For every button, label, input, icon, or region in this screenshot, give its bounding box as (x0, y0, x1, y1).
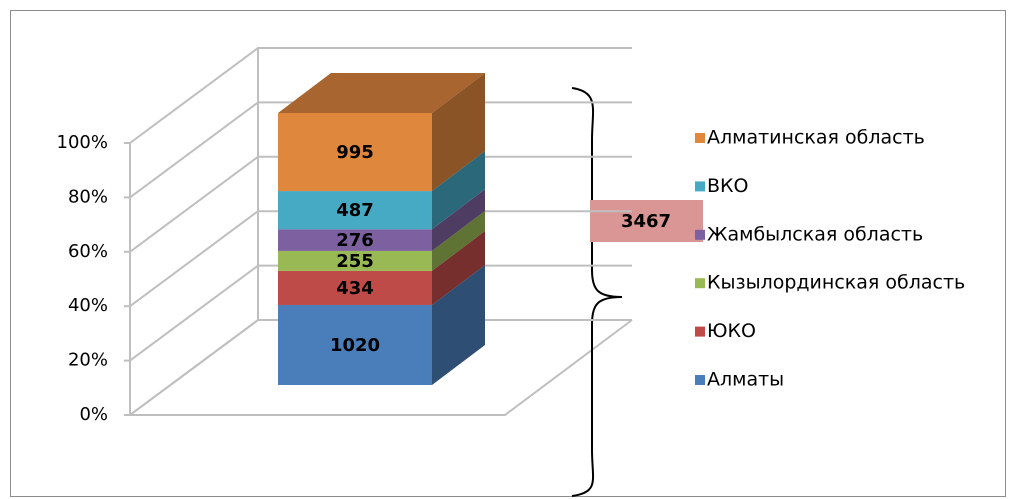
bar-segment-side (432, 189, 485, 251)
bar-segment-side (432, 264, 485, 385)
bar-segment-side (432, 210, 485, 271)
legend-label: ЮКО (707, 320, 756, 342)
bar-segment-side (432, 230, 485, 305)
bar-segment-side (432, 151, 485, 230)
bar-top (278, 73, 485, 113)
grid-line (129, 264, 632, 362)
legend-marker (695, 181, 705, 192)
y-tick-label: 80% (68, 186, 108, 207)
bar-segment (278, 229, 432, 251)
y-tick-label: 0% (79, 404, 108, 425)
grid-line (129, 101, 632, 199)
legend-marker (695, 375, 705, 385)
bar-segment (278, 270, 432, 305)
legend-label: Алматинская область (707, 127, 925, 149)
legend-label: Алматы (707, 369, 784, 391)
data-label: 487 (336, 200, 374, 221)
data-label: 434 (336, 278, 374, 299)
annotation: 3467 (621, 211, 671, 232)
legend-marker (695, 229, 705, 240)
grid-line (129, 155, 632, 253)
y-tick-label: 100% (57, 132, 108, 153)
grid-line (129, 319, 632, 416)
bar-segment (278, 113, 432, 192)
data-label: 255 (336, 251, 374, 272)
y-tick-label: 40% (68, 295, 108, 316)
legend-label: Кызылординская область (707, 272, 965, 294)
grid-line (129, 47, 632, 144)
grid-line (129, 210, 632, 308)
brace (571, 87, 623, 497)
legend-marker (695, 326, 705, 337)
y-tick-label: 60% (68, 241, 108, 262)
legend-marker (695, 133, 705, 143)
chart-border (10, 10, 1006, 497)
data-label: 995 (336, 142, 374, 163)
legend-label: Жамбылская область (707, 223, 923, 245)
bar-segment (278, 304, 432, 385)
legend-marker (695, 278, 705, 289)
data-label: 1020 (330, 335, 380, 356)
annotation-box (590, 200, 703, 242)
y-tick-label: 20% (68, 350, 108, 371)
data-label: 276 (336, 230, 374, 251)
bar-segment-side (432, 73, 485, 192)
bar-segment (278, 191, 432, 230)
legend-label: ВКО (707, 175, 748, 197)
bar-segment (278, 250, 432, 271)
